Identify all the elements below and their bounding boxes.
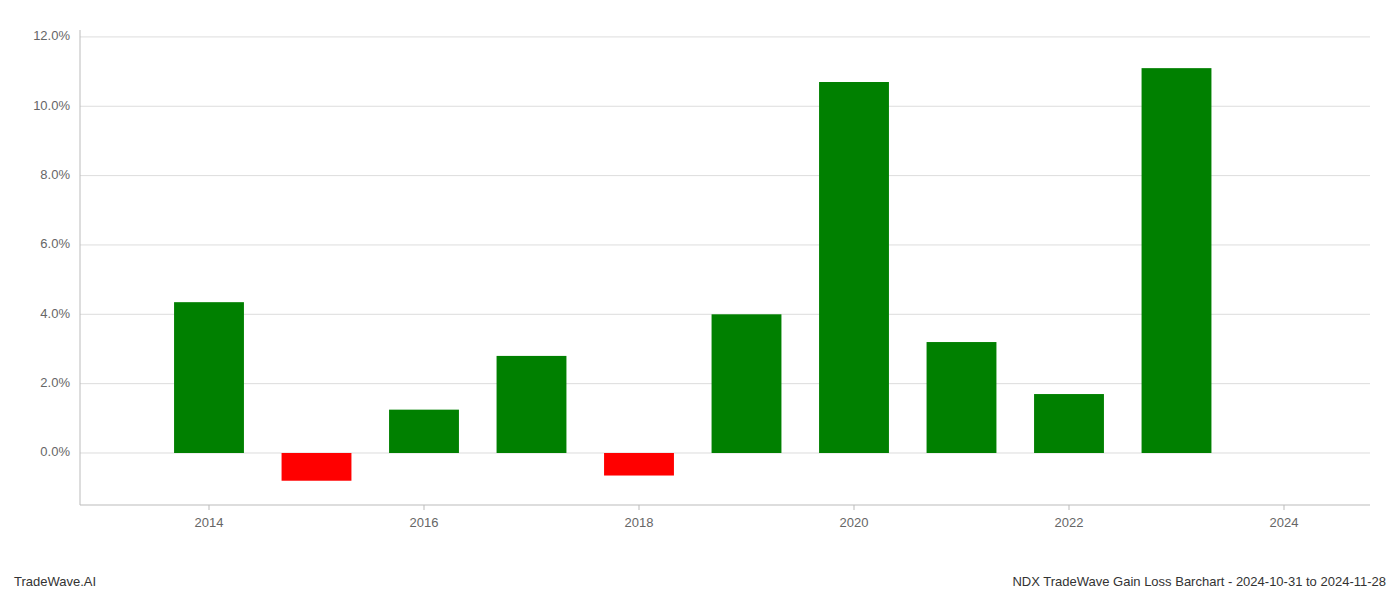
y-tick-label: 0.0% — [40, 444, 70, 459]
bar — [1142, 68, 1212, 453]
x-tick-label: 2024 — [1270, 515, 1299, 530]
x-tick-label: 2018 — [625, 515, 654, 530]
y-tick-label: 4.0% — [40, 306, 70, 321]
chart-container: 0.0%2.0%4.0%6.0%8.0%10.0%12.0%2014201620… — [0, 0, 1400, 600]
bar — [497, 356, 567, 453]
bar — [712, 314, 782, 453]
x-tick-label: 2022 — [1055, 515, 1084, 530]
bar — [819, 82, 889, 453]
y-tick-label: 6.0% — [40, 236, 70, 251]
footer-text: NDX TradeWave Gain Loss Barchart - 2024-… — [1012, 574, 1386, 589]
x-tick-label: 2016 — [410, 515, 439, 530]
y-tick-label: 8.0% — [40, 167, 70, 182]
y-tick-labels: 0.0% 2.0% 4.0% 6.0% 8.0% 10.0% 12.0% — [33, 28, 70, 459]
y-grid — [80, 37, 1370, 453]
x-tick — [424, 505, 425, 510]
x-tick — [209, 505, 210, 510]
y-tick-label: 12.0% — [33, 28, 70, 43]
background — [0, 0, 1400, 600]
y-tick-label: 10.0% — [33, 98, 70, 113]
bar — [282, 453, 352, 481]
y-tick-label: 2.0% — [40, 375, 70, 390]
bar — [604, 453, 674, 476]
chart-svg: 0.0%2.0%4.0%6.0%8.0%10.0%12.0%2014201620… — [0, 0, 1400, 600]
grid-line — [80, 36, 1370, 37]
x-tick — [639, 505, 640, 510]
x-tick-label: 2014 — [195, 515, 224, 530]
x-tick — [1069, 505, 1070, 510]
footer-text: TradeWave.AI — [14, 574, 96, 589]
x-axis-line — [80, 505, 1370, 506]
bar — [389, 410, 459, 453]
x-tick-labels: 2014 2016 2018 2020 2022 2024 — [195, 505, 1299, 530]
y-axis-line — [80, 30, 81, 505]
bar — [927, 342, 997, 453]
bar — [1034, 394, 1104, 453]
x-tick — [854, 505, 855, 510]
x-tick-label: 2020 — [840, 515, 869, 530]
x-tick — [1284, 505, 1285, 510]
bars — [174, 68, 1211, 481]
bar — [174, 302, 244, 453]
